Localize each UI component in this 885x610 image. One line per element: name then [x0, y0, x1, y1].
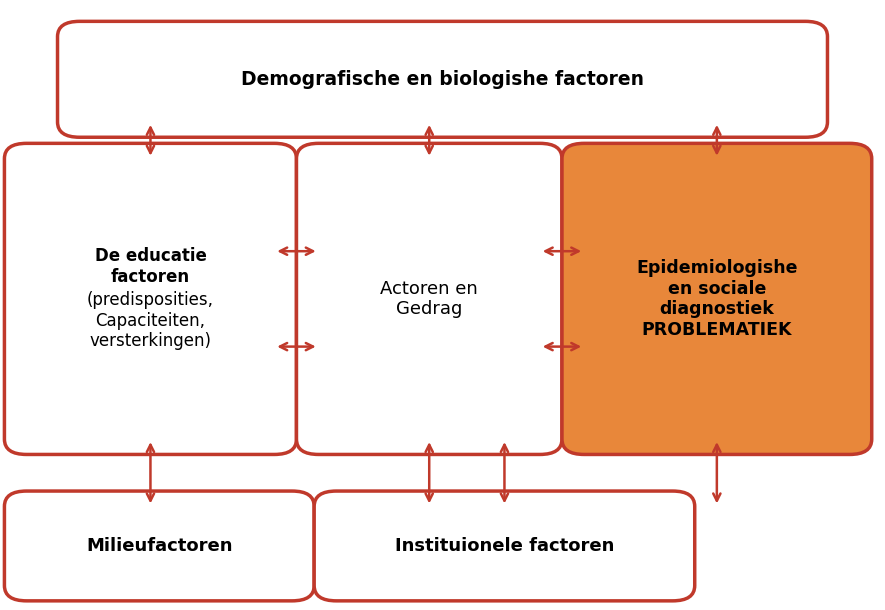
Text: De educatie
factoren: De educatie factoren [95, 247, 206, 286]
FancyBboxPatch shape [4, 491, 314, 601]
FancyBboxPatch shape [562, 143, 872, 454]
Text: Demografische en biologishe factoren: Demografische en biologishe factoren [241, 70, 644, 89]
Text: Actoren en
Gedrag: Actoren en Gedrag [381, 279, 478, 318]
FancyBboxPatch shape [58, 21, 827, 137]
Text: (predisposities,
Capaciteiten,
versterkingen): (predisposities, Capaciteiten, versterki… [87, 291, 214, 350]
Text: Milieufactoren: Milieufactoren [86, 537, 233, 555]
Text: Epidemiologishe
en sociale
diagnostiek
PROBLEMATIEK: Epidemiologishe en sociale diagnostiek P… [636, 259, 797, 339]
Text: Instituionele factoren: Instituionele factoren [395, 537, 614, 555]
FancyBboxPatch shape [296, 143, 562, 454]
FancyBboxPatch shape [4, 143, 296, 454]
FancyBboxPatch shape [314, 491, 695, 601]
